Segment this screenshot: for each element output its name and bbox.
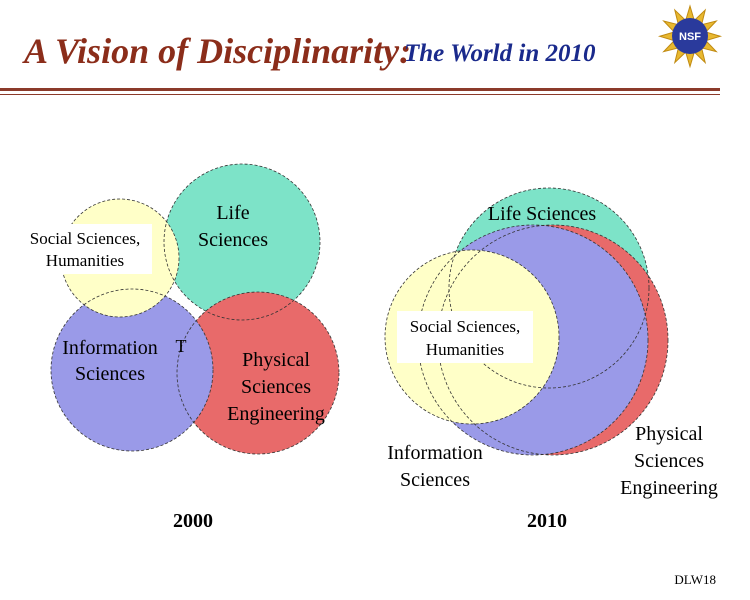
information-sciences-label-2010-line2: Sciences — [400, 469, 470, 491]
information-sciences-label-2000-line2: Sciences — [75, 363, 145, 385]
physical-sciences-circle-2000 — [177, 292, 339, 454]
title-divider-thin — [0, 94, 720, 95]
physical-sciences-label-2010-line1: Physical — [635, 423, 703, 445]
life-sciences-circle-2000 — [164, 164, 320, 320]
physical-sciences-label-2010-line2: Sciences — [634, 450, 704, 472]
social-sciences-label-2000-line2: Humanities — [46, 251, 124, 270]
physical-sciences-outline-2000 — [176, 291, 340, 455]
life-sciences-outline-2010 — [448, 187, 650, 389]
physical-sciences-label-2000-line2: Sciences — [241, 376, 311, 398]
social-sciences-label-2010-line1: Social Sciences, — [410, 317, 520, 336]
stray-mark-2000: T — [176, 336, 187, 356]
information-sciences-outline-2000 — [50, 288, 214, 452]
year-label-2000: 2000 — [173, 510, 213, 532]
life-sciences-label-2010: Life Sciences — [488, 203, 596, 225]
information-sciences-label-2000-line1: Information — [62, 337, 158, 359]
physical-sciences-label-2010-line3: Engineering — [620, 477, 718, 499]
life-sciences-outline-2000 — [163, 163, 321, 321]
information-sciences-circle-2000 — [51, 289, 213, 451]
social-sciences-label-box-2010 — [397, 311, 533, 363]
social-sciences-outline-2010 — [384, 249, 560, 425]
social-sciences-label-2010-line2: Humanities — [426, 340, 504, 359]
slide-footer-code: DLW18 — [674, 572, 716, 587]
venn-2000: Social Sciences, Humanities Life Science… — [18, 163, 340, 532]
venn-2010: Life Sciences Social Sciences, Humanitie… — [384, 187, 718, 532]
nsf-globe-icon — [672, 18, 708, 54]
page-subtitle: The World in 2010 — [404, 40, 596, 67]
social-sciences-label-box-2000 — [18, 224, 152, 274]
physical-sciences-label-2000-line3: Engineering — [227, 403, 325, 425]
nsf-logo: NSF — [657, 4, 723, 69]
page-title: A Vision of Disciplinarity: — [24, 31, 412, 71]
title-divider-thick — [0, 88, 720, 91]
nsf-logo-text: NSF — [679, 31, 701, 43]
information-sciences-label-2010-line1: Information — [387, 442, 483, 464]
physical-sciences-label-2000-line1: Physical — [242, 349, 310, 371]
year-label-2010: 2010 — [527, 510, 567, 532]
life-sciences-label-2000-line1: Life — [216, 202, 249, 224]
social-sciences-label-2000-line1: Social Sciences, — [30, 229, 140, 248]
life-sciences-label-2000-line2: Sciences — [198, 229, 268, 251]
